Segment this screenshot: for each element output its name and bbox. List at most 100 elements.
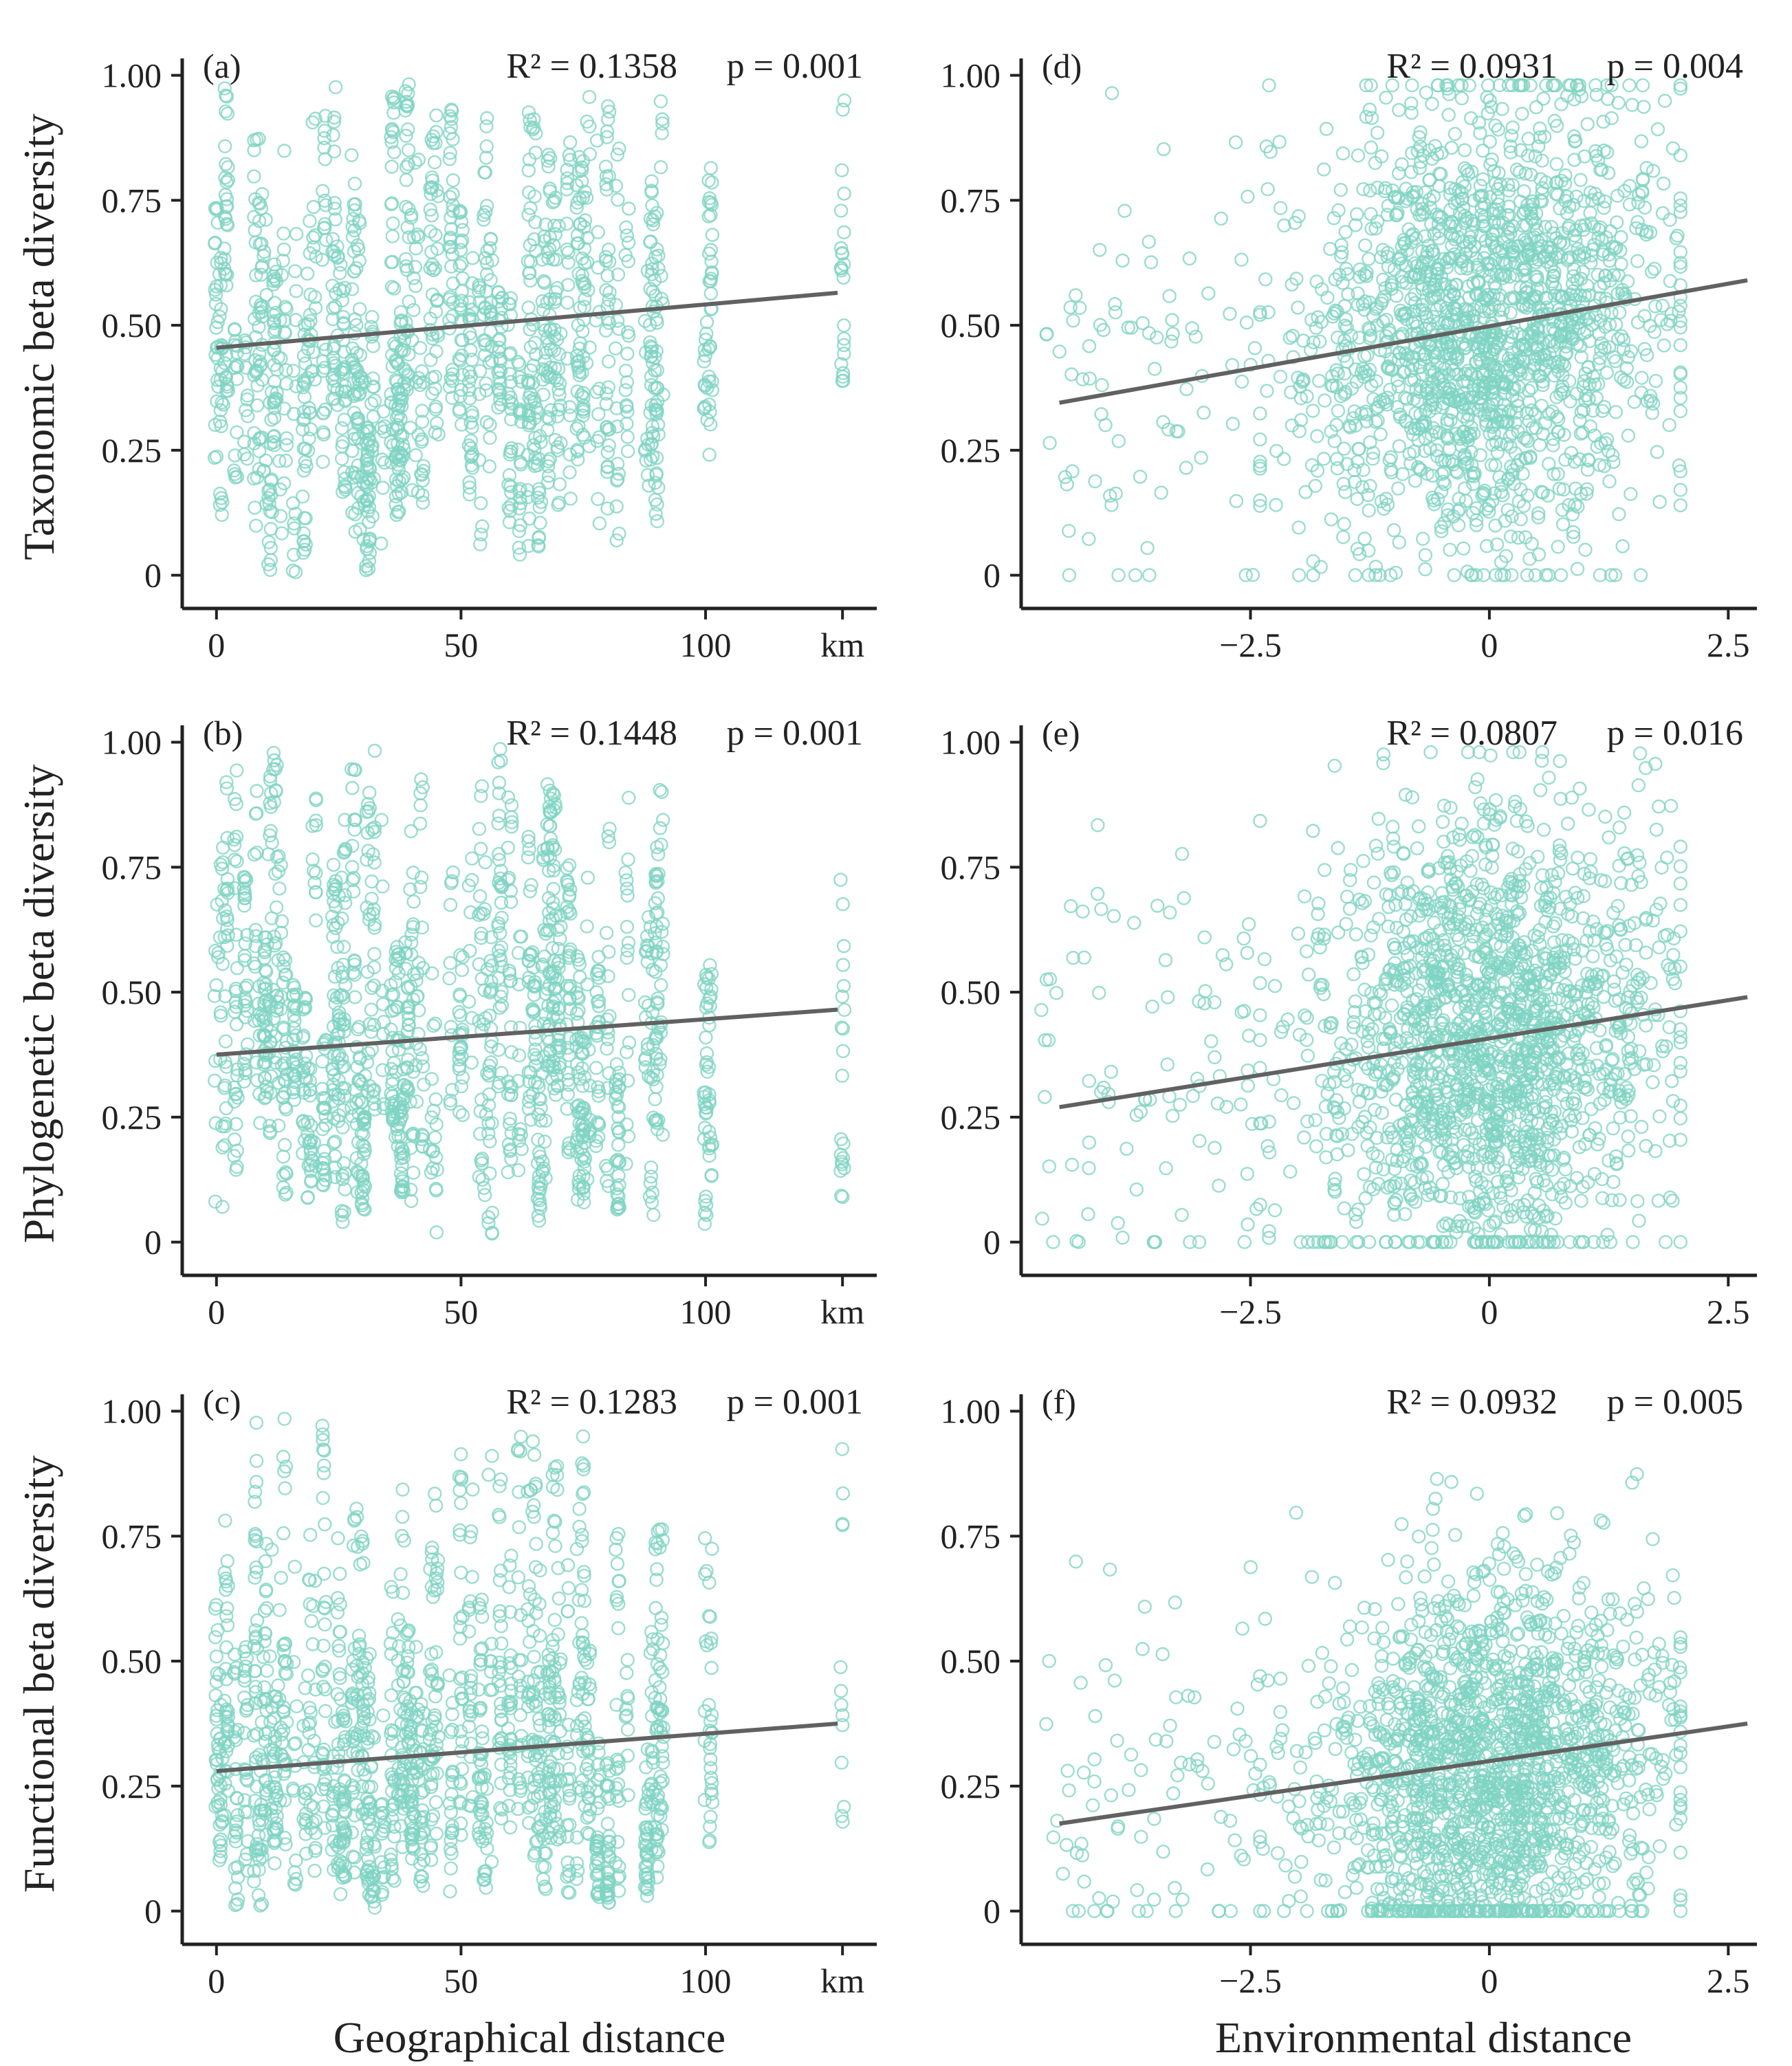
data-point <box>209 1649 223 1664</box>
data-point <box>208 296 223 311</box>
data-point <box>345 780 360 795</box>
data-point <box>836 938 851 954</box>
data-point <box>401 143 416 157</box>
data-point <box>327 201 342 216</box>
data-point <box>545 1480 560 1495</box>
y-tick-label: 0.50 <box>102 1642 162 1680</box>
data-point <box>429 344 444 359</box>
data-point <box>620 1722 635 1737</box>
data-point <box>1570 562 1585 576</box>
data-point <box>307 1863 322 1878</box>
data-point <box>1284 385 1298 399</box>
data-point <box>461 994 477 1009</box>
data-point <box>219 157 233 171</box>
data-point <box>650 514 664 529</box>
data-point <box>563 408 578 423</box>
data-point <box>364 1024 378 1040</box>
data-point <box>484 1854 499 1869</box>
data-point <box>410 989 424 1004</box>
data-point <box>393 1567 408 1581</box>
data-point <box>1154 485 1168 500</box>
data-point <box>429 1645 444 1660</box>
data-point <box>267 342 282 357</box>
data-point <box>210 315 225 329</box>
data-point <box>250 806 264 821</box>
data-point <box>277 1411 292 1426</box>
data-point <box>252 320 266 334</box>
data-point <box>576 1429 591 1444</box>
data-point <box>701 246 717 261</box>
data-point <box>599 925 614 941</box>
data-point <box>247 143 261 157</box>
data-point <box>464 1011 479 1025</box>
data-point <box>347 465 362 481</box>
data-point <box>591 492 605 506</box>
data-point <box>338 480 353 494</box>
data-point <box>428 1486 442 1501</box>
data-point <box>494 1712 509 1727</box>
data-point <box>703 286 719 301</box>
x-tick-label: 50 <box>444 1293 478 1331</box>
data-point <box>330 239 345 254</box>
scatter-points <box>208 1411 851 1915</box>
data-point <box>429 1826 444 1841</box>
data-point <box>239 403 253 417</box>
data-point <box>318 1704 333 1718</box>
data-point <box>702 448 717 462</box>
panel-label: (c) <box>203 1383 241 1421</box>
data-point <box>1425 96 1439 111</box>
data-point <box>252 444 267 459</box>
data-point <box>264 474 278 488</box>
data-point <box>267 410 282 425</box>
data-point <box>286 364 301 378</box>
data-point <box>653 1661 667 1675</box>
data-point <box>592 516 607 531</box>
data-point <box>316 406 331 420</box>
data-point <box>397 1533 411 1548</box>
data-point <box>833 204 849 218</box>
data-point <box>454 1447 468 1462</box>
data-point <box>472 889 488 903</box>
data-point <box>306 230 320 245</box>
data-point <box>704 1169 719 1183</box>
data-point <box>479 151 494 165</box>
data-point <box>279 376 294 391</box>
data-point <box>699 1030 713 1045</box>
data-point <box>345 148 359 162</box>
data-point <box>833 872 848 887</box>
data-point <box>384 196 400 210</box>
data-point <box>276 226 291 241</box>
data-point <box>464 1055 479 1070</box>
data-point <box>328 80 343 95</box>
data-point <box>699 315 714 329</box>
data-point <box>443 190 457 204</box>
data-point <box>289 284 303 298</box>
data-point <box>376 1708 391 1723</box>
data-point <box>214 491 229 505</box>
data-point <box>249 518 263 533</box>
data-point <box>622 791 636 805</box>
data-point <box>835 1068 849 1083</box>
data-point <box>611 1574 626 1589</box>
data-point <box>1549 157 1564 171</box>
data-point <box>512 1048 527 1063</box>
data-point <box>252 197 267 211</box>
data-point <box>221 1579 235 1593</box>
data-point <box>620 1666 634 1680</box>
data-point <box>618 364 633 378</box>
data-point <box>301 1191 315 1205</box>
panel-a: 00.250.500.751.000 50 100 km(a) R² = 0.1358 p… <box>102 47 877 664</box>
data-point <box>316 1491 330 1506</box>
data-point <box>298 511 313 525</box>
data-point <box>309 913 323 928</box>
data-point <box>1635 371 1649 385</box>
data-point <box>303 214 317 228</box>
data-point <box>478 1187 492 1202</box>
data-point <box>219 384 234 398</box>
data-point <box>286 496 301 511</box>
data-point <box>620 228 634 243</box>
data-point <box>622 987 636 1002</box>
data-point <box>385 229 400 243</box>
data-point <box>465 1570 479 1584</box>
data-point <box>295 490 310 504</box>
